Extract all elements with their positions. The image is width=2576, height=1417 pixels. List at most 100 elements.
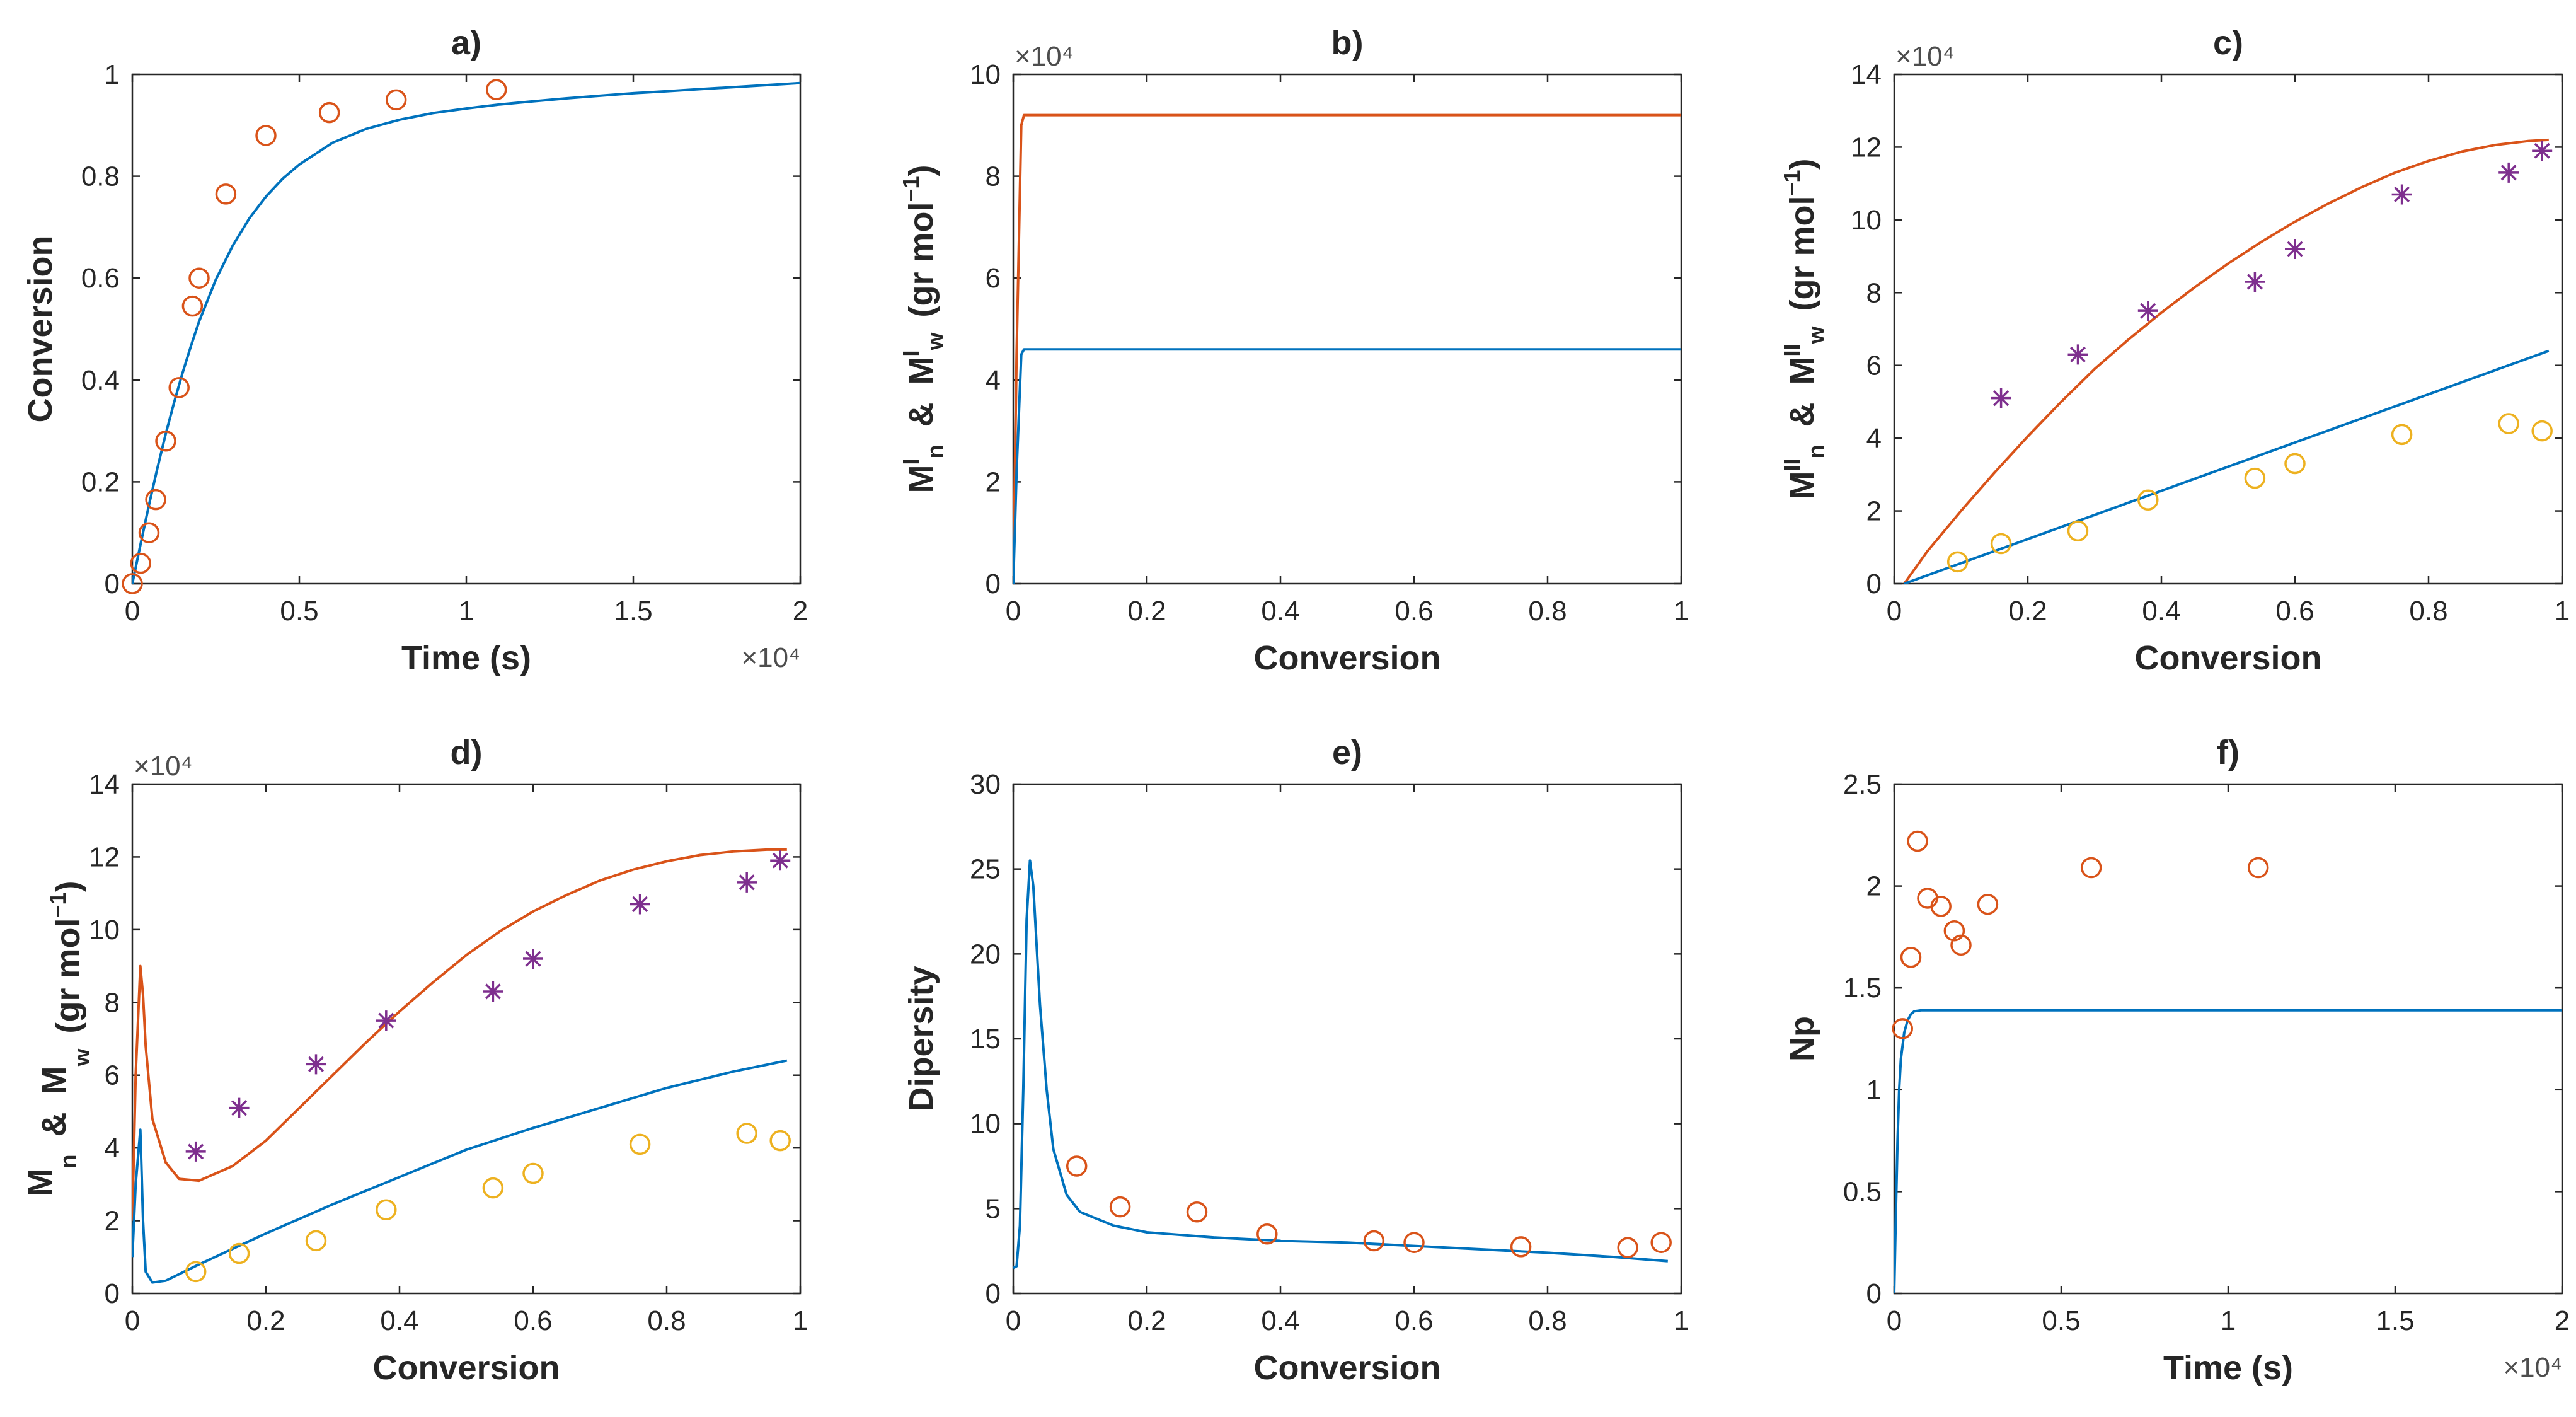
x-tick-label: 0.6 — [2275, 596, 2314, 627]
plot-area — [1013, 113, 1681, 584]
y-tick-label: 0 — [105, 569, 120, 599]
y-label-symbol: M — [902, 465, 940, 494]
data-point-star — [2498, 162, 2519, 183]
data-point-circle — [228, 1242, 250, 1264]
data-point-circle — [185, 1261, 207, 1283]
data-point-star — [2137, 301, 2158, 321]
data-point-circle — [122, 573, 143, 594]
data-point-circle — [1950, 934, 1972, 956]
y-tick-label: 1 — [105, 59, 120, 90]
y-multiplier: ×10⁴ — [1015, 41, 1074, 72]
data-point-circle — [138, 522, 160, 543]
data-point-circle — [1066, 1155, 1088, 1177]
data-point-star — [1991, 388, 2011, 408]
y-tick-label: 6 — [1866, 350, 1882, 381]
chart-title: f) — [2217, 734, 2240, 772]
y-tick-label: 10 — [970, 59, 1001, 90]
markers — [122, 79, 507, 594]
axes-box — [1012, 73, 1682, 585]
series-line-d-1 — [132, 1059, 788, 1284]
y-label-subscript: w — [1803, 326, 1829, 345]
chart-title: d) — [451, 734, 483, 772]
chart-title: e) — [1332, 734, 1362, 772]
data-point-circle — [376, 1199, 397, 1221]
y-tick-label: 14 — [1851, 59, 1882, 90]
series-line-b-0 — [1013, 113, 1681, 584]
plot-area — [1894, 1009, 2562, 1293]
y-tick-label: 2 — [986, 466, 1001, 497]
data-point-star — [483, 981, 503, 1002]
plot-area — [132, 81, 800, 584]
x-tick-label: 1 — [793, 1305, 808, 1336]
y-tick-label: 10 — [89, 915, 120, 946]
x-axis-label: Conversion — [1253, 1349, 1440, 1387]
y-label-superscript: II — [1779, 459, 1805, 471]
x-tick-label: 0.8 — [1528, 596, 1567, 627]
x-tick-label: 0.5 — [280, 596, 318, 627]
x-tick-label: 1 — [2221, 1305, 2236, 1336]
series-line-c-1 — [1904, 349, 2550, 584]
data-point-circle — [1943, 920, 1965, 942]
axes-box — [1893, 73, 2563, 585]
x-tick-label: 0.4 — [1261, 1305, 1299, 1336]
y-tick-label: 10 — [970, 1109, 1001, 1140]
y-tick-label: 0 — [986, 569, 1001, 599]
chart-title: b) — [1331, 24, 1364, 62]
x-tick-label: 0.6 — [1394, 1305, 1433, 1336]
chart-panel-e: 0 0.2 0.4 0.6 0.8 1051015202530e)ConversionDi… — [902, 734, 1689, 1387]
y-multiplier: ×10⁴ — [1895, 41, 1955, 72]
y-tick-label: 8 — [1866, 277, 1882, 308]
y-tick-label: 20 — [970, 939, 1001, 969]
x-tick-label: 0.2 — [1127, 596, 1166, 627]
x-tick-label: 2 — [2555, 1305, 2570, 1336]
y-tick-label: 10 — [1851, 205, 1882, 236]
y-label-symbol: M — [35, 1067, 73, 1095]
plot-area — [1903, 138, 2550, 584]
data-point-circle — [522, 1162, 544, 1184]
data-point-star — [523, 949, 543, 969]
data-point-star — [2532, 141, 2553, 161]
data-point-circle — [1256, 1223, 1278, 1245]
y-label-subscript: n — [55, 1155, 81, 1169]
series-line-f-0 — [1894, 1009, 2562, 1293]
x-tick-label: 0.2 — [1127, 1305, 1166, 1336]
data-point-circle — [215, 183, 237, 205]
chart-title: a) — [451, 24, 481, 62]
x-tick-label: 1 — [1674, 596, 1689, 627]
data-point-circle — [2531, 420, 2553, 442]
x-tick-label: 0.6 — [514, 1305, 552, 1336]
data-point-circle — [1930, 896, 1952, 917]
x-multiplier: ×10⁴ — [741, 642, 800, 673]
y-label-symbol: M — [902, 357, 940, 385]
y-label-and: & — [35, 1113, 73, 1137]
y-label-units: (gr mol — [49, 918, 87, 1034]
y-tick-label: 4 — [1866, 423, 1882, 454]
data-point-circle — [482, 1177, 504, 1199]
data-point-circle — [2244, 467, 2266, 489]
y-tick-label: 0 — [1866, 1278, 1882, 1309]
y-tick-label: 0 — [986, 1278, 1001, 1309]
x-tick-label: 0.5 — [2042, 1305, 2080, 1336]
x-tick-label: 0.4 — [2142, 596, 2180, 627]
data-point-circle — [188, 267, 210, 289]
x-axis-label: Conversion — [372, 1349, 560, 1387]
markers — [185, 850, 791, 1283]
x-axis-label: Time (s) — [401, 639, 531, 677]
y-tick-label: 2 — [105, 1206, 120, 1237]
axes-box — [131, 783, 802, 1295]
data-point-circle — [1109, 1196, 1131, 1218]
y-label-symbol: M — [1783, 471, 1821, 500]
x-tick-label: 1 — [2555, 596, 2570, 627]
data-point-star — [2067, 344, 2088, 365]
x-tick-label: 0 — [1887, 1305, 1902, 1336]
x-tick-label: 0.2 — [2008, 596, 2047, 627]
y-label-subscript: n — [922, 445, 948, 459]
markers — [1892, 830, 2269, 1039]
y-tick-label: 15 — [970, 1024, 1001, 1055]
x-tick-label: 0.8 — [1528, 1305, 1567, 1336]
data-point-circle — [1977, 893, 1999, 915]
data-point-circle — [181, 295, 204, 317]
markers — [1066, 1155, 1672, 1259]
y-tick-label: 8 — [105, 987, 120, 1018]
